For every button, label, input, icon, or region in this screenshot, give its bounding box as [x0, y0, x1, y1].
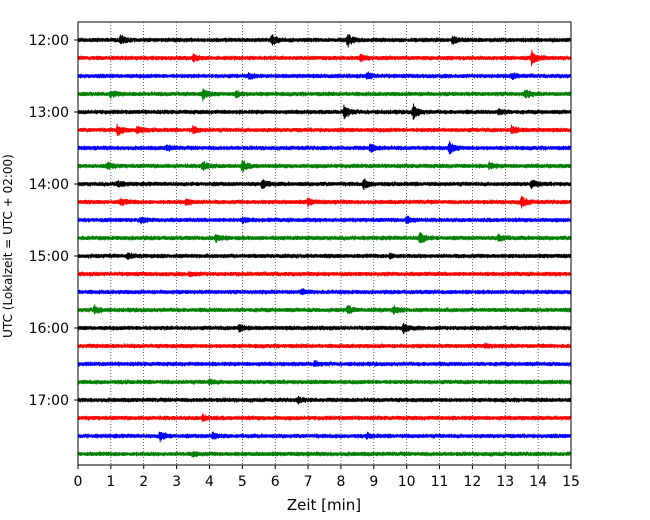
trace-1400 — [77, 178, 572, 191]
x-tick-label: 11 — [431, 474, 449, 490]
trace-1345 — [77, 160, 572, 172]
trace-1300 — [77, 103, 572, 120]
y-tick-label: 15:00 — [29, 249, 69, 265]
trace-1200 — [77, 34, 572, 48]
trace-1415 — [77, 196, 572, 209]
x-tick-label: 13 — [496, 474, 514, 490]
y-tick-label: 17:00 — [29, 393, 69, 409]
x-tick-label: 0 — [74, 474, 83, 490]
y-axis-label: UTC (Lokalzeit = UTC + 02:00) — [1, 154, 15, 338]
x-tick-label: 7 — [304, 474, 313, 490]
y-tick-label: 16:00 — [29, 321, 69, 337]
trace-lines — [77, 34, 572, 458]
trace-1315 — [77, 123, 572, 137]
trace-1230 — [77, 71, 572, 81]
trace-1215 — [77, 49, 572, 67]
trace-1630 — [77, 360, 572, 368]
trace-1700 — [77, 395, 572, 405]
trace-1745 — [77, 450, 572, 458]
trace-1245 — [77, 88, 572, 102]
trace-1645 — [77, 377, 572, 386]
x-tick-label: 6 — [271, 474, 280, 490]
y-axis-ticks: 12:00 13:00 14:00 15:00 16:00 17:00 — [29, 33, 78, 409]
x-tick-label: 9 — [369, 474, 378, 490]
trace-1330 — [77, 140, 572, 155]
trace-1500 — [77, 252, 572, 261]
trace-1715 — [77, 413, 572, 423]
trace-1600 — [77, 322, 572, 335]
x-tick-label: 10 — [398, 474, 416, 490]
x-axis-label: Zeit [min] — [287, 496, 361, 514]
x-tick-label: 8 — [336, 474, 345, 490]
trace-1615 — [77, 342, 572, 349]
x-tick-label: 4 — [205, 474, 214, 490]
x-tick-label: 2 — [139, 474, 148, 490]
plot-frame — [77, 21, 572, 466]
y-tick-label: 14:00 — [29, 177, 69, 193]
x-tick-label: 15 — [562, 474, 580, 490]
x-tick-label: 14 — [529, 474, 547, 490]
trace-1515 — [77, 271, 572, 278]
trace-1545 — [77, 304, 572, 315]
trace-1730 — [77, 431, 572, 443]
x-tick-label: 3 — [172, 474, 181, 490]
y-tick-label: 13:00 — [29, 105, 69, 121]
vertical-grid — [110, 22, 539, 465]
y-tick-label: 12:00 — [29, 33, 69, 49]
x-tick-label: 1 — [106, 474, 115, 490]
trace-1430 — [77, 215, 572, 225]
x-tick-label: 12 — [463, 474, 481, 490]
x-axis-ticks: 0 1 2 3 4 5 6 7 8 9 10 11 12 13 14 15 — [74, 465, 580, 490]
trace-1445 — [77, 231, 572, 244]
x-tick-label: 5 — [238, 474, 247, 490]
trace-1530 — [77, 288, 572, 296]
